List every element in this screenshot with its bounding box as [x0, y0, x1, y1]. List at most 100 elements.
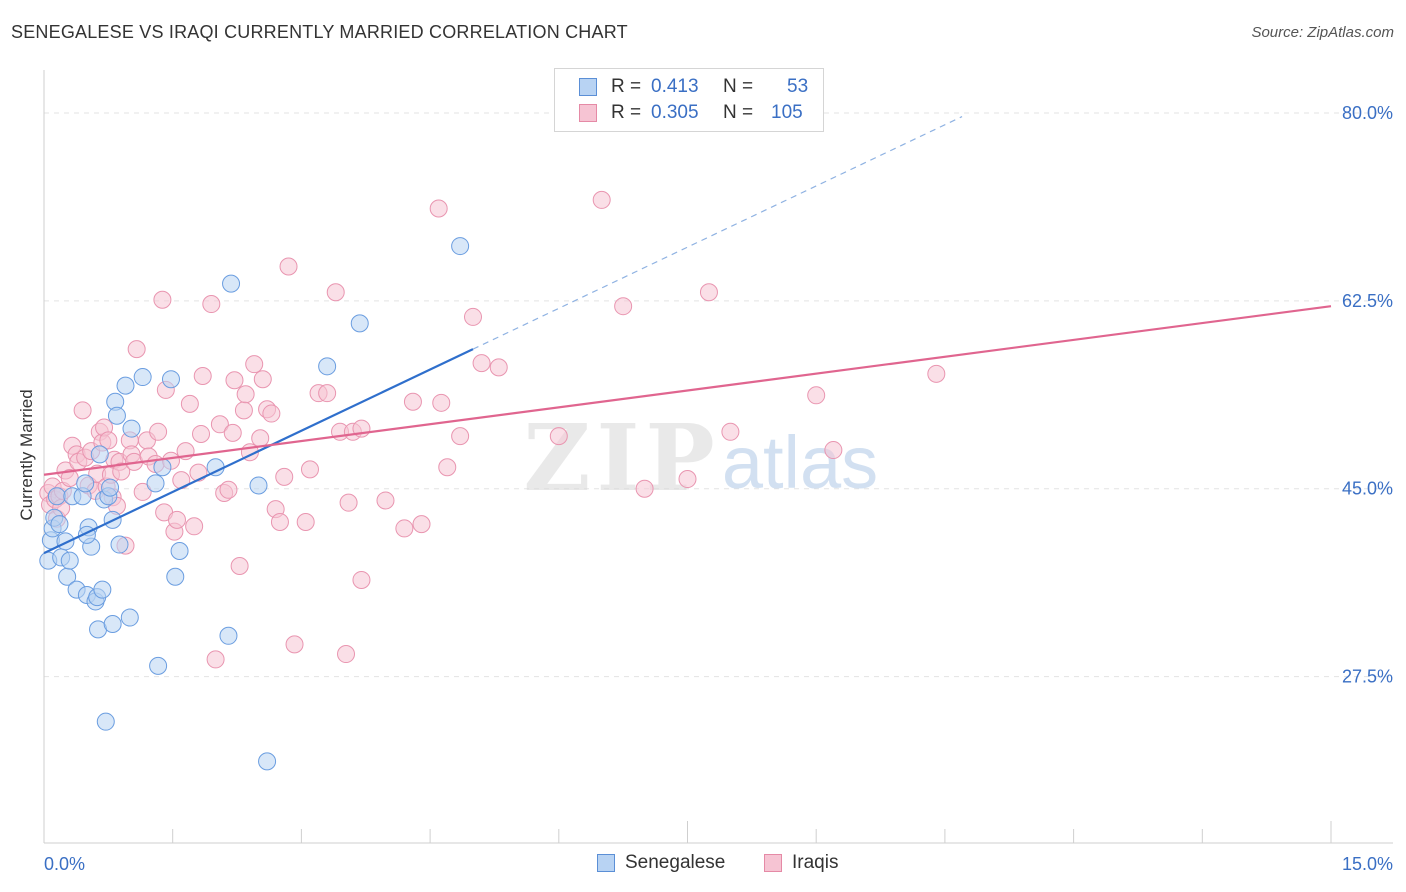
senegalese-point: [96, 712, 115, 731]
n-value: 105: [771, 102, 803, 123]
senegalese-point: [166, 567, 185, 586]
iraqis-point: [185, 517, 204, 536]
iraqis-point: [112, 462, 131, 481]
senegalese-point: [56, 532, 75, 551]
iraqis-point: [180, 394, 199, 413]
axes: [43, 70, 1393, 844]
iraqis-point: [219, 480, 238, 499]
senegalese-point: [76, 474, 95, 493]
senegalese-point: [451, 237, 470, 256]
iraqis-point: [192, 424, 211, 443]
senegalese-point: [107, 406, 126, 425]
legend-row-iraqis: R = 0.305 N = 105: [579, 100, 803, 126]
iraqis-point: [202, 295, 221, 314]
iraqis-point: [352, 570, 371, 589]
iraqis-point: [223, 423, 242, 442]
iraqis-point: [635, 479, 654, 498]
senegalese-point: [161, 370, 180, 389]
iraqis-point: [253, 370, 272, 389]
y-tick-label: 62.5%: [1342, 291, 1393, 311]
senegalese-point: [318, 357, 337, 376]
senegalese-points: [39, 237, 470, 771]
senegalese-point: [90, 445, 109, 464]
senegalese-point: [103, 614, 122, 633]
iraqis-point: [592, 190, 611, 209]
iraqis-point: [927, 364, 946, 383]
senegalese-swatch: [579, 78, 597, 96]
iraqis-point: [193, 366, 212, 385]
senegalese-point: [50, 515, 69, 534]
iraqis-point: [464, 307, 482, 326]
y-tick-label: 45.0%: [1342, 479, 1393, 499]
legend-row-senegalese: R = 0.413 N = 53: [579, 74, 808, 100]
n-label: N =: [723, 102, 754, 123]
iraqis-point: [807, 386, 826, 405]
senegalese-point: [153, 458, 172, 477]
iraqis-point: [412, 515, 431, 534]
senegalese-point: [149, 656, 168, 675]
iraqis-point: [206, 650, 225, 669]
x-tick-label: 15.0%: [1342, 854, 1393, 874]
iraqis-point: [699, 283, 718, 302]
source-label: Source: ZipAtlas.com: [1251, 24, 1394, 41]
iraqis-swatch: [579, 104, 597, 122]
iraqis-trend-line: [43, 305, 1332, 476]
iraqis-point: [376, 491, 395, 510]
iraqis-point: [275, 467, 294, 486]
iraqis-point: [824, 441, 843, 460]
n-label: N =: [723, 76, 754, 97]
y-tick-label: 80.0%: [1342, 103, 1393, 123]
senegalese-point: [219, 626, 238, 645]
senegalese-swatch: [597, 854, 615, 872]
chart-title: SENEGALESE VS IRAQI CURRENTLY MARRIED CO…: [11, 22, 628, 42]
iraqis-point: [234, 401, 253, 420]
iraqis-point: [489, 358, 508, 377]
watermark-atlas: atlas: [722, 421, 878, 504]
iraqis-point: [296, 512, 315, 531]
senegalese-point: [60, 551, 79, 570]
senegalese-point: [350, 314, 369, 333]
senegalese-point: [258, 752, 277, 771]
iraqis-point: [326, 283, 345, 302]
iraqis-point: [73, 401, 92, 420]
r-value: 0.413: [651, 76, 699, 97]
senegalese-point: [101, 478, 120, 497]
stats-legend: R = 0.413 N = 53 R = 0.305 N = 105: [554, 68, 824, 132]
iraqis-point: [133, 482, 152, 501]
iraqis-swatch: [764, 854, 782, 872]
iraqis-point: [549, 427, 568, 446]
iraqis-point: [285, 635, 304, 654]
senegalese-point: [249, 476, 268, 495]
senegalese-trend-extension: [472, 116, 963, 350]
iraqis-point: [438, 458, 457, 477]
iraqis-point: [99, 431, 118, 450]
iraqis-point: [127, 340, 146, 359]
iraqis-point: [403, 392, 422, 411]
iraqis-point: [279, 257, 298, 276]
iraqis-point: [337, 645, 356, 664]
senegalese-point: [93, 580, 112, 599]
iraqis-point: [236, 385, 255, 404]
iraqis-point: [432, 393, 451, 412]
r-label: R =: [611, 102, 642, 123]
iraqis-point: [262, 404, 281, 423]
r-value: 0.305: [651, 102, 699, 123]
iraqis-point: [251, 429, 270, 448]
senegalese-label: Senegalese: [625, 852, 726, 873]
iraqis-point: [472, 354, 491, 373]
watermark-zip: ZIP: [523, 404, 720, 512]
n-value: 53: [787, 76, 809, 97]
x-tick-label: 0.0%: [44, 854, 85, 874]
iraqis-point: [270, 512, 289, 531]
watermark: ZIP atlas: [523, 404, 878, 512]
senegalese-point: [222, 274, 241, 293]
iraqis-point: [149, 422, 168, 441]
iraqis-point: [614, 297, 633, 316]
bottom-legend-senegalese: Senegalese: [597, 852, 725, 874]
senegalese-point: [146, 474, 165, 493]
iraqis-point: [318, 384, 337, 403]
grid-lines: [44, 112, 1393, 678]
iraqis-point: [395, 519, 414, 538]
iraqis-point: [678, 470, 697, 489]
